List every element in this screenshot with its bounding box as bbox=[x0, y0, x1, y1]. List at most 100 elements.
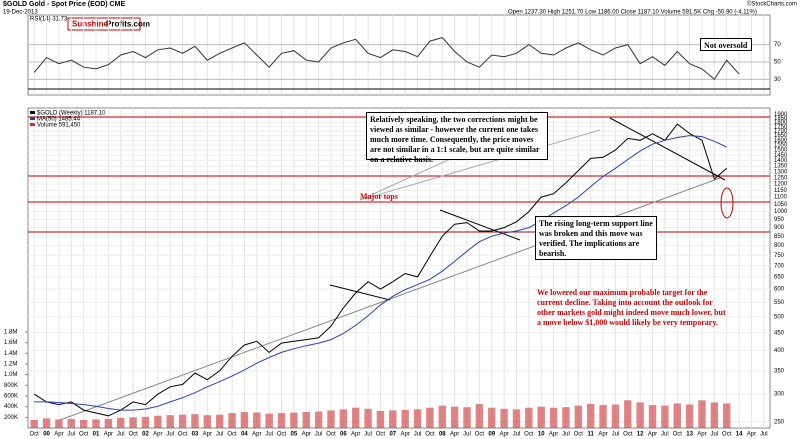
x-tick-label: Oct bbox=[673, 432, 683, 438]
x-tick-label: Oct bbox=[376, 432, 386, 438]
volume-bar bbox=[389, 410, 397, 428]
volume-bar bbox=[253, 412, 261, 428]
x-tick-label: Jul bbox=[562, 432, 570, 438]
y-tick-label: 750 bbox=[774, 253, 785, 259]
x-tick-label: 05 bbox=[291, 432, 298, 438]
legend-swatch bbox=[30, 123, 35, 126]
volume-bar bbox=[586, 404, 595, 428]
chart-title: $GOLD Gold - Spot Price (EOD) CME bbox=[3, 1, 125, 8]
x-tick-label: 07 bbox=[389, 432, 396, 438]
top-line bbox=[329, 284, 391, 301]
y-tick-label: 1900 bbox=[774, 112, 788, 118]
x-tick-label: Apr bbox=[351, 432, 360, 438]
volume-bar bbox=[463, 407, 471, 428]
volume-bar bbox=[129, 417, 137, 428]
x-tick-label: 12 bbox=[637, 432, 644, 438]
x-tick-label: 08 bbox=[439, 432, 446, 438]
volume-bar bbox=[92, 419, 100, 428]
volume-bar bbox=[327, 410, 335, 428]
volume-bar bbox=[636, 402, 644, 428]
x-tick-label: Apr bbox=[401, 432, 410, 438]
x-tick-label: 04 bbox=[241, 432, 248, 438]
x-tick-label: Oct bbox=[30, 432, 40, 438]
volume-bar bbox=[475, 404, 484, 428]
x-tick-label: 14 bbox=[736, 432, 743, 438]
y-tick-label: 1150 bbox=[774, 188, 788, 194]
y-tick-label: 70 bbox=[774, 42, 781, 48]
x-tick-label: Apr bbox=[549, 432, 558, 438]
y-tick-label: 1800 bbox=[774, 120, 788, 126]
y-tick-label: 950 bbox=[774, 217, 785, 223]
volume-bar bbox=[42, 418, 51, 428]
x-tick-label: Jul bbox=[315, 432, 323, 438]
annotation: Relatively speaking, the two corrections… bbox=[366, 112, 548, 164]
x-tick-label: Jul bbox=[216, 432, 224, 438]
volume-bar bbox=[30, 420, 38, 428]
x-tick-label: Apr bbox=[697, 432, 706, 438]
x-tick-label: 09 bbox=[488, 432, 495, 438]
logo-text: Sunshine bbox=[72, 20, 109, 29]
source: ©StockCharts.com bbox=[747, 1, 797, 8]
y-tick-label: 1400 bbox=[774, 158, 788, 164]
y-tick-label: 1250 bbox=[774, 175, 788, 181]
y2-tick-label: 600K bbox=[4, 394, 18, 400]
y-tick-label: 500 bbox=[774, 314, 785, 320]
volume-bar bbox=[364, 408, 372, 428]
x-tick-label: Apr bbox=[302, 432, 311, 438]
y-tick-label: 550 bbox=[774, 300, 785, 306]
y-tick-label: 650 bbox=[774, 274, 785, 280]
x-tick-label: Jul bbox=[67, 432, 75, 438]
y-tick-label: 300 bbox=[774, 392, 785, 398]
legend-swatch bbox=[30, 117, 35, 120]
volume-bar bbox=[599, 405, 607, 428]
y2-tick-label: 400K bbox=[4, 404, 18, 410]
x-tick-label: Apr bbox=[153, 432, 162, 438]
x-tick-label: Apr bbox=[203, 432, 212, 438]
y-tick-label: 1050 bbox=[774, 202, 788, 208]
y-tick-label: 1000 bbox=[774, 209, 788, 215]
volume-bar bbox=[67, 418, 75, 428]
volume-bar bbox=[314, 411, 323, 428]
volume-bar bbox=[302, 412, 310, 428]
y-tick-label: 30 bbox=[774, 77, 781, 83]
y-tick-label: 250 bbox=[774, 419, 785, 425]
volume-bar bbox=[685, 404, 694, 428]
x-tick-label: Oct bbox=[574, 432, 584, 438]
y-tick-label: 1200 bbox=[774, 182, 788, 188]
y-tick-label: 1600 bbox=[774, 138, 788, 144]
x-tick-label: Jul bbox=[166, 432, 174, 438]
y-tick-label: 600 bbox=[774, 287, 785, 293]
volume-bar bbox=[426, 407, 434, 428]
y-tick-label: 800 bbox=[774, 243, 785, 249]
annotation: We lowered our maximum probable target f… bbox=[537, 288, 726, 327]
volume-bar bbox=[215, 414, 224, 428]
volume-bar bbox=[574, 405, 583, 428]
y-tick-label: 1450 bbox=[774, 153, 788, 159]
series-line bbox=[33, 123, 728, 417]
logo-box bbox=[67, 17, 141, 31]
logo-text: Profits.com bbox=[106, 20, 150, 29]
volume-bar bbox=[166, 415, 174, 428]
x-tick-label: Oct bbox=[425, 432, 435, 438]
volume-bar bbox=[228, 413, 236, 428]
volume-bar bbox=[624, 400, 632, 428]
series-line bbox=[34, 135, 727, 411]
x-tick-label: Apr bbox=[747, 432, 756, 438]
volume-bar bbox=[413, 409, 422, 428]
volume-bar bbox=[240, 412, 249, 428]
x-tick-label: 11 bbox=[588, 432, 595, 438]
y-tick-label: 850 bbox=[774, 234, 785, 240]
x-tick-label: Jul bbox=[760, 432, 768, 438]
x-tick-label: Jul bbox=[661, 432, 669, 438]
volume-bar bbox=[104, 418, 113, 428]
volume-bar bbox=[290, 412, 298, 428]
x-tick-label: Oct bbox=[79, 432, 89, 438]
volume-bar bbox=[265, 413, 273, 428]
legend-swatch bbox=[30, 111, 35, 114]
x-tick-label: Oct bbox=[277, 432, 287, 438]
volume-bar bbox=[277, 413, 286, 428]
y2-tick-label: 1.4M bbox=[4, 351, 17, 357]
x-tick-label: Oct bbox=[475, 432, 485, 438]
y-tick-label: 400 bbox=[774, 348, 785, 354]
